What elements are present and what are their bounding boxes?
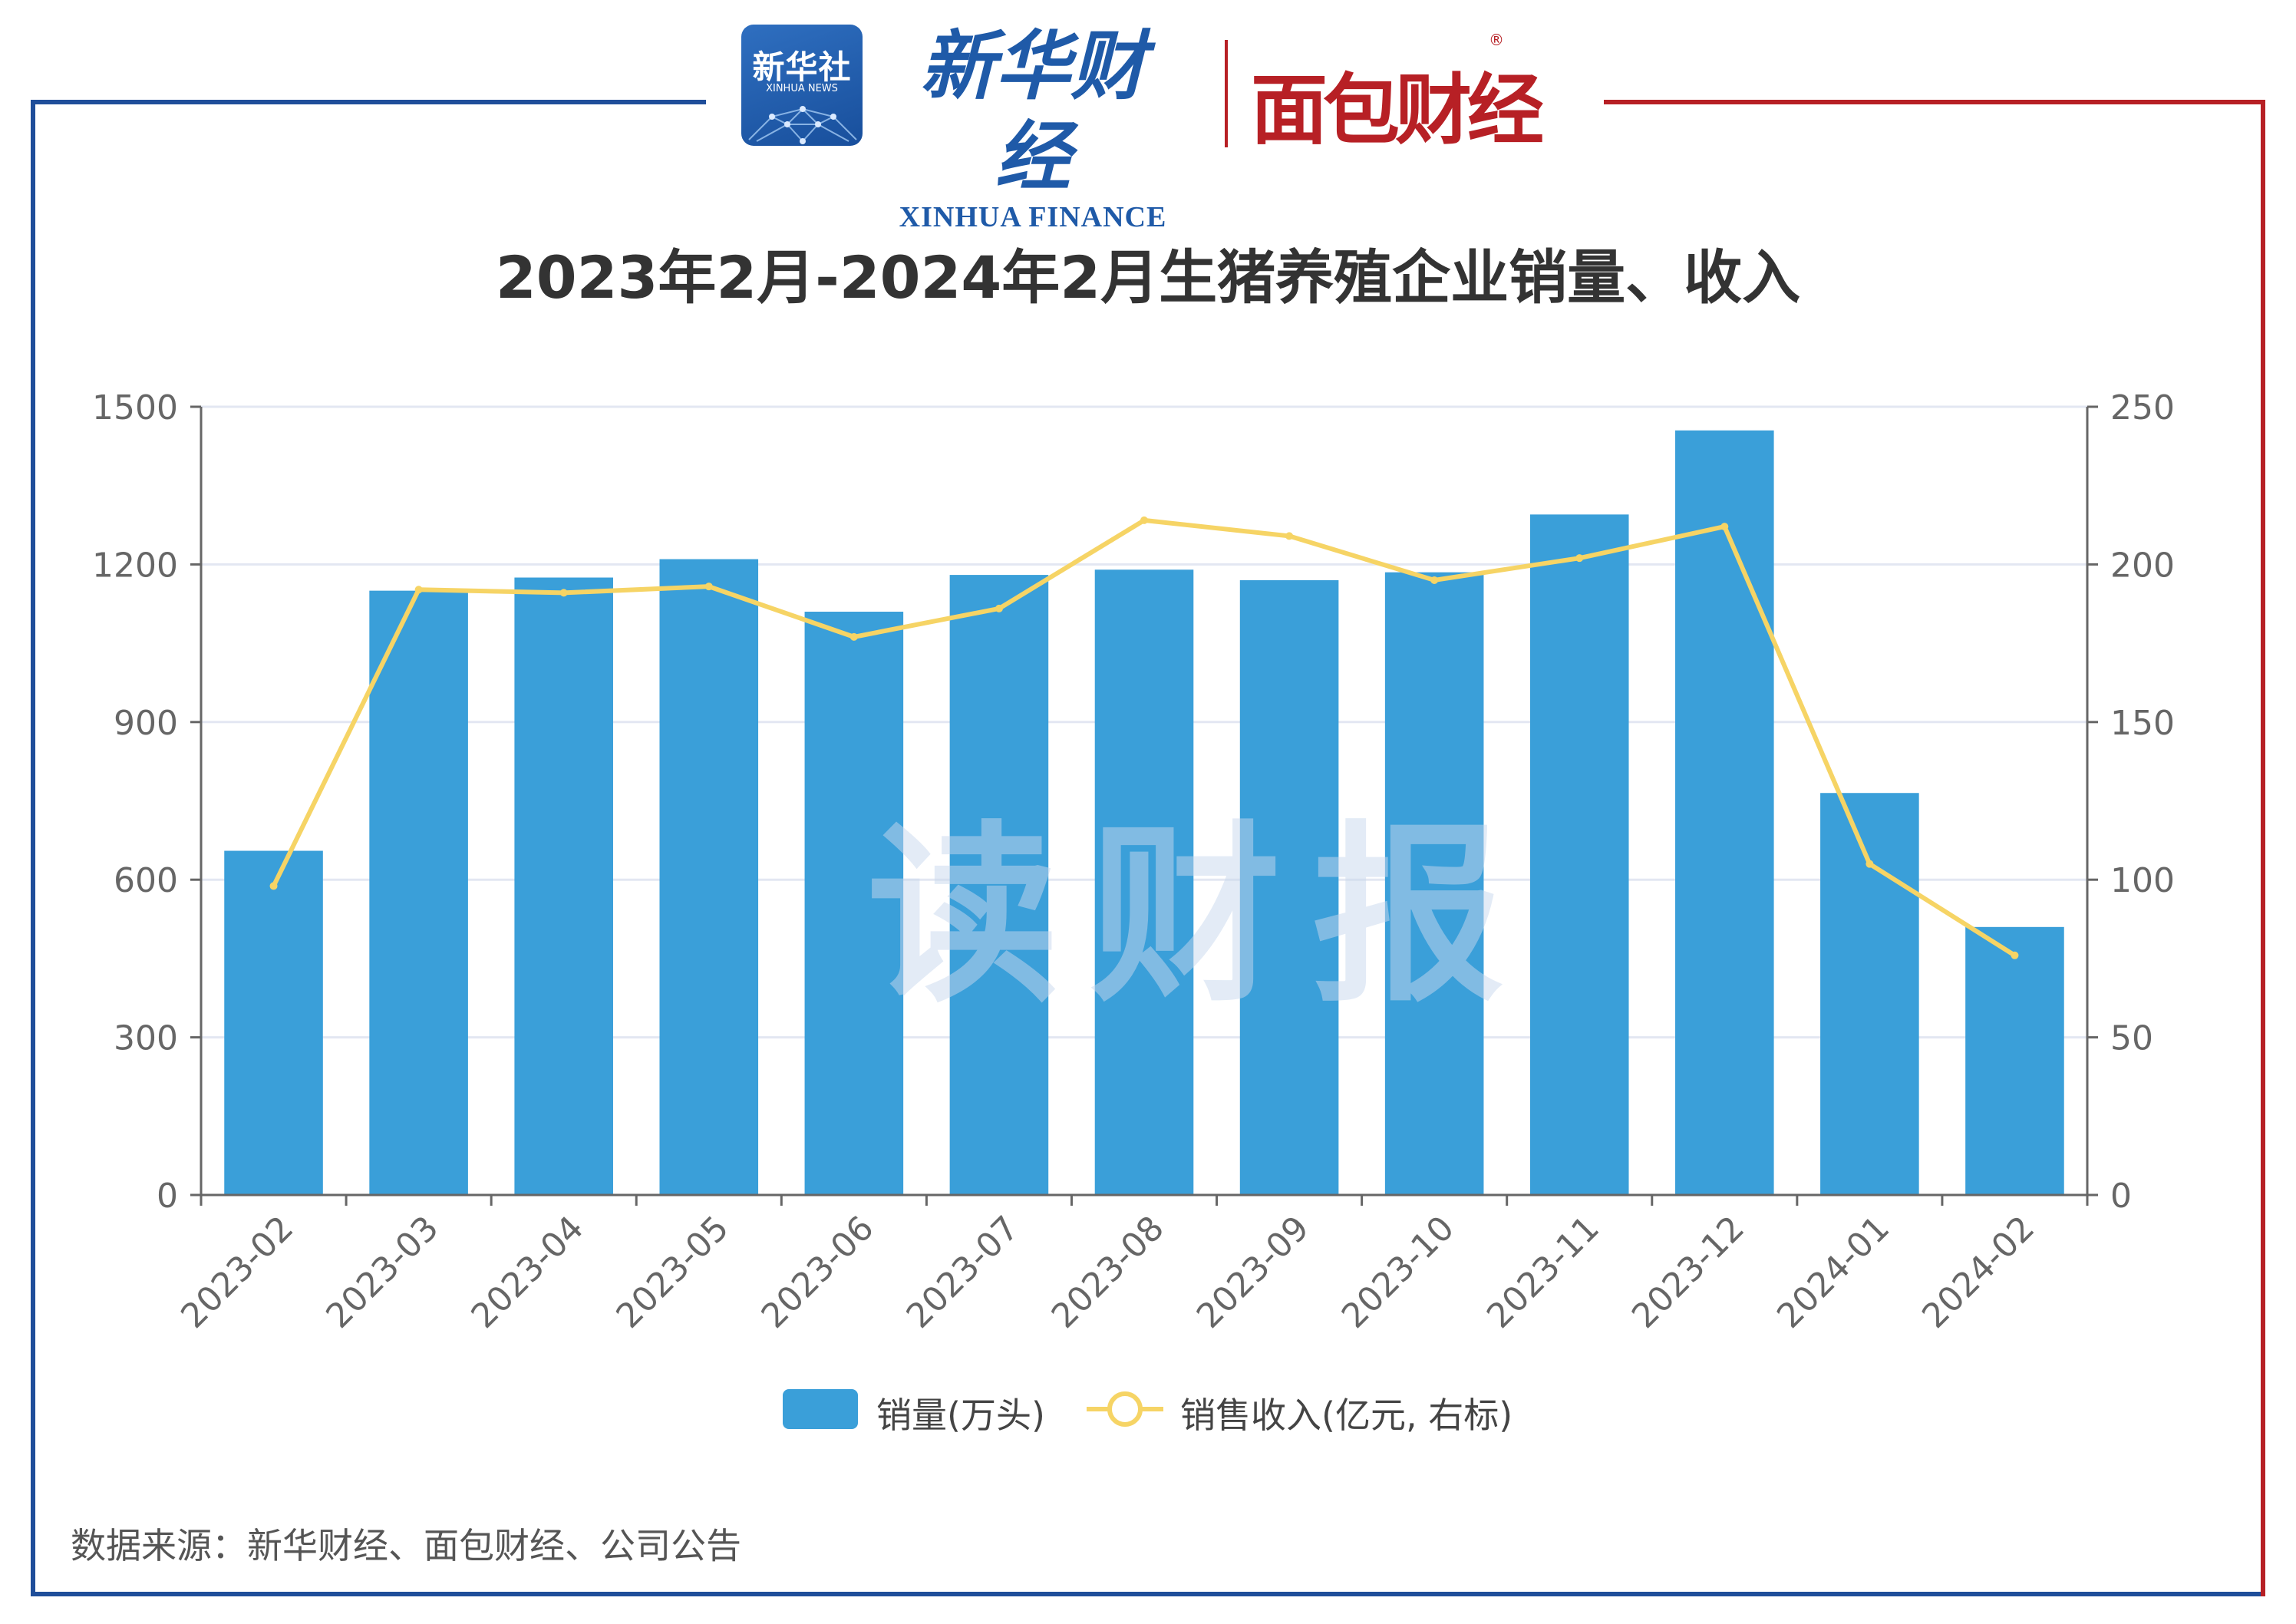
frame-bottom-line [31,1592,2265,1596]
bar-2024-02[interactable] [1965,926,2064,1195]
x-tick-label: 2023-07 [899,1209,1027,1336]
bar-2023-02[interactable] [224,850,323,1195]
revenue-point-2023-09[interactable] [1285,532,1294,540]
revenue-point-2023-06[interactable] [849,632,858,641]
y-right-tick-label: 100 [2110,861,2175,900]
x-tick-label: 2023-04 [463,1209,591,1336]
bar-2023-10[interactable] [1384,572,1484,1195]
revenue-point-2023-02[interactable] [269,882,278,890]
xinhua-finance-brand: 新华财经 XINHUA FINANCE [887,21,1179,232]
registered-mark: ® [1489,31,1504,49]
x-tick-label: 2023-05 [609,1209,736,1336]
bar-2023-04[interactable] [514,577,613,1195]
x-tick-label: 2023-02 [173,1209,301,1336]
y-left-tick-label: 1500 [92,388,178,427]
frame-top-left-line [31,100,706,104]
y-left-tick-label: 1200 [92,546,178,585]
y-left-tick-label: 300 [114,1019,178,1058]
legend-item-sales-revenue[interactable]: 销售收入(亿元, 右标) [1087,1381,1562,1436]
x-tick-label: 2023-09 [1189,1209,1317,1336]
chart-title: 2023年2月-2024年2月生猪养殖企业销量、收入 [495,243,1801,312]
x-tick-label: 2023-12 [1625,1209,1752,1336]
frame-left-line [31,100,35,1596]
frame-top-right-line [1596,100,2265,104]
y-right-tick-label: 50 [2110,1019,2153,1058]
legend-item-sales-volume[interactable]: 销量(万头) [783,1381,1074,1436]
x-tick-label: 2024-02 [1915,1209,2042,1336]
bar-2023-11[interactable] [1529,514,1629,1195]
y-right-tick-label: 0 [2110,1177,2132,1216]
bar-2024-01[interactable] [1820,793,1919,1195]
bar-2023-09[interactable] [1239,579,1339,1195]
legend-line-circle-icon [1087,1391,1163,1427]
bar-2023-05[interactable] [659,559,759,1195]
bar-2023-03[interactable] [369,590,468,1195]
bar-2023-08[interactable] [1094,569,1194,1195]
x-tick-label: 2023-11 [1480,1209,1607,1336]
y-right-tick-label: 250 [2110,388,2175,427]
bar-2023-12[interactable] [1675,430,1774,1195]
mianbao-finance-brand: 面包财经 [1251,65,1544,155]
xinhua-news-logo: 新华社 XINHUA NEWS [741,25,863,146]
xinhua-logo-text: 新华社 [752,48,852,86]
revenue-point-2024-01[interactable] [1866,860,1874,868]
revenue-point-2023-04[interactable] [559,589,568,597]
xinhua-finance-en: XINHUA FINANCE [899,201,1167,233]
globe-network-icon [748,106,857,144]
bar-2023-07[interactable] [949,575,1049,1195]
y-right-tick-label: 200 [2110,546,2175,585]
x-tick-label: 2023-06 [754,1209,882,1336]
y-left-tick-label: 600 [114,861,178,900]
source-note: 数据来源：新华财经、面包财经、公司公告 [71,1525,741,1566]
legend-bar-swatch [783,1389,858,1429]
revenue-point-2023-11[interactable] [1575,554,1584,563]
x-tick-label: 2023-10 [1334,1209,1462,1336]
frame-right-line [2261,100,2265,1596]
x-tick-label: 2024-01 [1770,1209,1897,1336]
revenue-point-2023-03[interactable] [414,586,423,594]
revenue-point-2024-02[interactable] [2011,951,2019,959]
y-right-tick-label: 150 [2110,704,2175,743]
header-logos: 新华社 XINHUA NEWS 新华财经 XINHUA FINANCE 面包财经… [721,17,1604,232]
revenue-point-2023-07[interactable] [995,604,1003,612]
brand-separator [1225,40,1228,147]
revenue-point-2023-10[interactable] [1430,576,1439,584]
y-left-tick-label: 0 [157,1177,178,1216]
revenue-point-2023-05[interactable] [704,583,713,591]
legend-label-sales-volume: 销量(万头) [876,1395,1045,1436]
xinhua-finance-cn: 新华财经 [919,22,1146,201]
revenue-point-2023-12[interactable] [1720,523,1729,531]
bar-2023-06[interactable] [804,612,904,1195]
x-tick-label: 2023-08 [1044,1209,1172,1336]
xinhua-logo-en-text: XINHUA NEWS [766,83,838,94]
y-left-tick-label: 900 [114,704,178,743]
x-tick-label: 2023-03 [318,1209,446,1336]
legend-label-sales-revenue: 销售收入(亿元, 右标) [1180,1395,1513,1436]
revenue-point-2023-08[interactable] [1140,516,1148,524]
